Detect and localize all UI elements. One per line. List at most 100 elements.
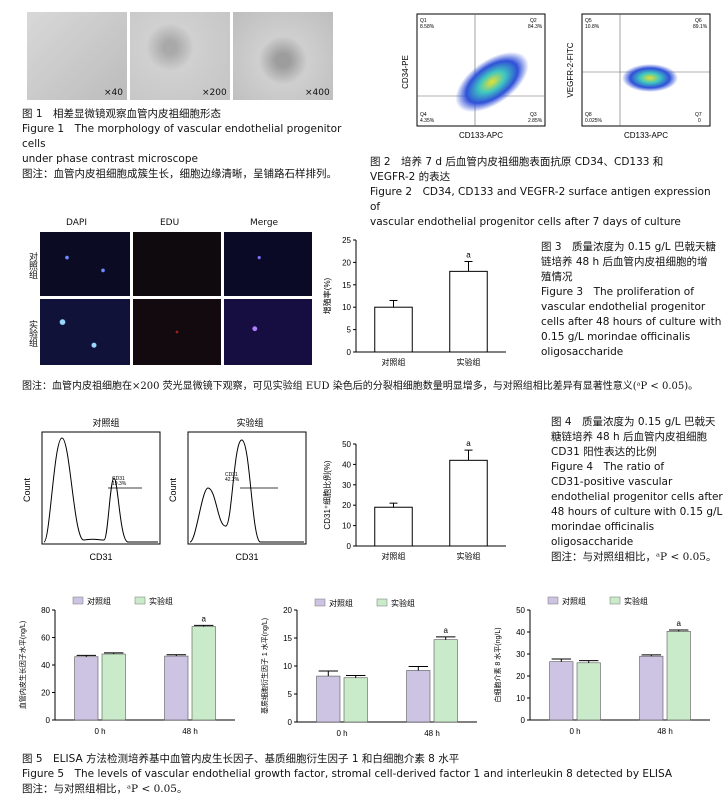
- fig4-gate-label: CD31: [225, 472, 238, 478]
- fig5-note: 图注：与对照组相比，ᵃP < 0.05。: [22, 783, 188, 795]
- bar: [101, 653, 126, 721]
- fig2-q-value: 2.85%: [528, 118, 543, 124]
- fig4-caption-en: CD31-positive vascular: [551, 476, 673, 488]
- fig4-hist-xlabel: CD31: [235, 552, 258, 562]
- fig4-caption-zh: 糖链培养 48 h 后血管内皮祖细胞: [551, 431, 708, 443]
- fig2-caption-en: vascular endothelial progenitor cells af…: [370, 216, 681, 228]
- x-tick-label: 实验组: [457, 357, 481, 367]
- fig4-caption-en: Figure 4 The ratio of: [551, 461, 665, 473]
- fig2-caption-en: Figure 2 CD34, CD133 and VEGFR-2 surface…: [370, 186, 711, 213]
- fig4-histograms: 对照组 实验组 CD31 19.3% CD31 42.2% Count Coun…: [22, 418, 307, 562]
- x-tick-label: 0 h: [336, 729, 347, 738]
- legend-label: 实验组: [149, 596, 173, 606]
- significance-label: a: [201, 614, 206, 623]
- fig2-ylabel: CD34-PE: [401, 55, 410, 89]
- bar: [449, 459, 488, 547]
- fig4-hist-title: 对照组: [92, 418, 119, 428]
- y-tick-label: 10: [342, 303, 351, 312]
- significance-label: a: [466, 251, 471, 260]
- y-tick-label: 60: [41, 634, 50, 643]
- fig3-col-label: EDU: [160, 218, 180, 228]
- fig2-plot1-frame: [416, 13, 546, 127]
- x-tick-label: 对照组: [382, 357, 406, 367]
- bar: [164, 655, 189, 721]
- y-tick-label: 15: [342, 281, 351, 290]
- bar: [343, 677, 368, 723]
- fig4-hist-ylabel: Count: [168, 478, 178, 503]
- x-tick-label: 对照组: [382, 551, 406, 561]
- significance-label: a: [443, 626, 448, 635]
- y-tick-label: 5: [347, 326, 352, 335]
- y-tick-label: 5: [288, 690, 293, 699]
- y-tick-label: 80: [41, 606, 50, 615]
- fig3-merge-experimental: [224, 299, 312, 365]
- y-tick-label: 20: [41, 689, 50, 698]
- bar: [191, 626, 216, 721]
- fig5-il8-chart: 对照组 实验组 0 10 20 30 40 50 白细胞介素 8 水平(ng/L) 0 h a 48 …: [493, 596, 710, 736]
- y-axis-label: CD31⁺细胞比例(%): [322, 460, 332, 529]
- y-tick-label: 20: [283, 606, 292, 615]
- fig4-hist1-frame: [41, 431, 161, 545]
- bar: [576, 662, 601, 721]
- y-tick-label: 25: [342, 236, 351, 245]
- y-tick-label: 15: [283, 634, 292, 643]
- fig4-hist2-curve: [189, 439, 304, 543]
- fig3-edu-experimental: [133, 299, 221, 365]
- fig1-caption: 图 1 相差显微镜观察血管内皮祖细胞形态 Figure 1 The morpho…: [22, 107, 362, 182]
- fig3-dapi-experimental: [40, 299, 130, 365]
- fig3-caption-en: oligosaccharide: [541, 346, 624, 358]
- legend-label: 实验组: [624, 596, 648, 606]
- fig4-hist-ylabel: Count: [22, 478, 32, 503]
- svg-text:Q1: Q1: [420, 18, 427, 24]
- x-tick-label: 0 h: [94, 727, 105, 736]
- svg-text:Q3: Q3: [530, 112, 537, 118]
- fig2-caption-zh: VEGFR-2 的表达: [370, 171, 451, 183]
- y-tick-label: 40: [41, 661, 50, 670]
- fig1-mag-label: ×400: [305, 88, 330, 98]
- fig4-bar-chart: 0 10 20 30 40 50 CD31⁺细胞比例(%) 对照组 实验组 a: [322, 439, 506, 561]
- y-tick-label: 10: [342, 522, 351, 531]
- fig3-caption-zh: 链培养 48 h 后血管内皮祖细胞的增: [541, 256, 708, 268]
- fig2-q-value: 4.35%: [420, 118, 435, 124]
- y-tick-label: 20: [516, 672, 525, 681]
- svg-text:Q4: Q4: [420, 112, 427, 118]
- y-tick-label: 30: [516, 650, 525, 659]
- bar: [449, 270, 488, 353]
- fig4-caption-zh: CD31 阳性表达的比例: [551, 446, 657, 458]
- significance-label: a: [676, 619, 681, 628]
- legend-label: 对照组: [87, 596, 111, 606]
- legend-swatch: [376, 598, 388, 607]
- fig2-q-value: 10.8%: [585, 24, 600, 30]
- fig4-hist-xlabel: CD31: [89, 552, 112, 562]
- bar: [549, 661, 574, 721]
- fig4-caption-en: oligosaccharide: [551, 536, 634, 548]
- fig2-q-value: 89.1%: [693, 24, 708, 30]
- fig2-xlabel: CD133-APC: [624, 131, 668, 140]
- fig4-caption-zh: 图 4 质量浓度为 0.15 g/L 巴戟天: [551, 416, 716, 428]
- significance-label: a: [466, 439, 471, 448]
- fig2-q-value: 0.025%: [585, 118, 603, 124]
- bar: [433, 639, 458, 723]
- fig1-micrograph-x40: [27, 12, 127, 100]
- fig4-note: 图注：与对照组相比，ᵃP < 0.05。: [551, 551, 717, 563]
- y-axis-label: 白细胞介素 8 水平(ng/L): [493, 627, 502, 702]
- fig2-plot2-frame: [581, 13, 711, 127]
- legend-label: 对照组: [329, 598, 353, 608]
- bar: [374, 306, 413, 353]
- fig3-caption-zh: 图 3 质量浓度为 0.15 g/L 巴戟天糖: [541, 241, 716, 253]
- bar: [74, 656, 99, 721]
- svg-text:Q8: Q8: [585, 112, 592, 118]
- fig1-micrograph-x200: [130, 12, 230, 100]
- y-tick-label: 0: [521, 716, 526, 725]
- x-tick-label: 0 h: [569, 727, 580, 736]
- fig2-caption-zh: 图 2 培养 7 d 后血管内皮祖细胞表面抗原 CD34、CD133 和: [370, 156, 664, 168]
- fig3-caption-en: Figure 3 The proliferation of: [541, 286, 694, 298]
- fig4-caption-en: morindae officinalis: [551, 521, 655, 533]
- fig3-merge-control: [224, 232, 312, 296]
- fig4-hist2-frame: [187, 431, 307, 545]
- bar: [639, 655, 664, 721]
- fig4-gate-label: CD31: [112, 476, 125, 482]
- fig3-row-label: 对照组: [27, 252, 37, 279]
- y-tick-label: 0: [347, 542, 352, 551]
